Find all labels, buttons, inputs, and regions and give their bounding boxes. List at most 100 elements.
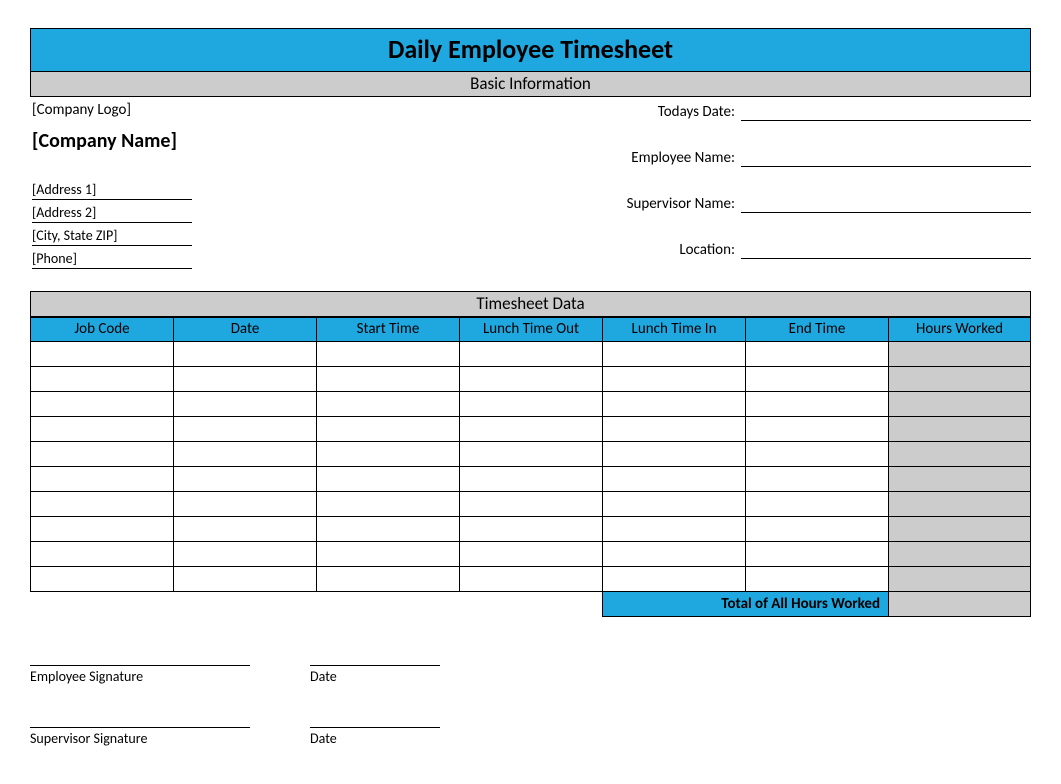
table-cell[interactable] bbox=[174, 467, 317, 492]
table-cell[interactable] bbox=[460, 517, 603, 542]
supervisor-signature-line[interactable]: Supervisor Signature bbox=[30, 727, 250, 747]
table-cell[interactable] bbox=[746, 367, 889, 392]
table-cell[interactable] bbox=[31, 367, 174, 392]
table-cell[interactable] bbox=[31, 392, 174, 417]
table-cell[interactable] bbox=[889, 492, 1031, 517]
table-cell[interactable] bbox=[889, 542, 1031, 567]
company-logo-placeholder: [Company Logo] bbox=[32, 101, 330, 119]
table-cell[interactable] bbox=[174, 367, 317, 392]
city-state-zip[interactable]: [City, State ZIP] bbox=[32, 227, 192, 246]
table-cell[interactable] bbox=[746, 442, 889, 467]
table-cell[interactable] bbox=[317, 542, 460, 567]
table-cell[interactable] bbox=[174, 492, 317, 517]
table-cell[interactable] bbox=[889, 342, 1031, 367]
supervisor-signature-date-line[interactable]: Date bbox=[310, 727, 440, 747]
todays-date-field[interactable] bbox=[741, 103, 1031, 121]
table-cell[interactable] bbox=[31, 417, 174, 442]
table-cell[interactable] bbox=[317, 417, 460, 442]
table-cell[interactable] bbox=[603, 467, 746, 492]
table-cell[interactable] bbox=[174, 442, 317, 467]
table-cell[interactable] bbox=[174, 392, 317, 417]
table-cell[interactable] bbox=[460, 342, 603, 367]
table-cell[interactable] bbox=[603, 367, 746, 392]
table-cell[interactable] bbox=[603, 342, 746, 367]
table-cell[interactable] bbox=[746, 392, 889, 417]
column-header: End Time bbox=[746, 318, 889, 342]
table-cell[interactable] bbox=[603, 442, 746, 467]
table-cell[interactable] bbox=[31, 517, 174, 542]
table-cell[interactable] bbox=[460, 442, 603, 467]
table-cell[interactable] bbox=[317, 367, 460, 392]
table-cell[interactable] bbox=[31, 542, 174, 567]
table-cell[interactable] bbox=[317, 467, 460, 492]
column-header: Lunch Time In bbox=[603, 318, 746, 342]
table-cell[interactable] bbox=[603, 392, 746, 417]
table-cell[interactable] bbox=[31, 492, 174, 517]
table-cell[interactable] bbox=[889, 417, 1031, 442]
table-cell[interactable] bbox=[174, 517, 317, 542]
table-cell[interactable] bbox=[603, 542, 746, 567]
table-cell[interactable] bbox=[317, 567, 460, 592]
table-cell[interactable] bbox=[889, 467, 1031, 492]
employee-signature-date-line[interactable]: Date bbox=[310, 665, 440, 685]
table-cell[interactable] bbox=[460, 392, 603, 417]
table-cell[interactable] bbox=[603, 567, 746, 592]
table-cell[interactable] bbox=[317, 342, 460, 367]
signature-area: Employee Signature Date Supervisor Signa… bbox=[30, 665, 1031, 747]
column-header: Start Time bbox=[317, 318, 460, 342]
table-cell[interactable] bbox=[460, 367, 603, 392]
table-cell[interactable] bbox=[317, 517, 460, 542]
timesheet-table: Job CodeDateStart TimeLunch Time OutLunc… bbox=[30, 317, 1031, 617]
table-cell[interactable] bbox=[889, 367, 1031, 392]
address-line-1[interactable]: [Address 1] bbox=[32, 181, 192, 200]
employee-info-column: Todays Date: Employee Name: Supervisor N… bbox=[330, 101, 1031, 273]
table-cell[interactable] bbox=[174, 567, 317, 592]
table-cell[interactable] bbox=[460, 467, 603, 492]
table-cell[interactable] bbox=[460, 417, 603, 442]
company-name-placeholder: [Company Name] bbox=[32, 129, 330, 153]
table-cell[interactable] bbox=[174, 417, 317, 442]
table-row bbox=[31, 442, 1031, 467]
address-line-2[interactable]: [Address 2] bbox=[32, 204, 192, 223]
supervisor-name-field[interactable] bbox=[741, 195, 1031, 213]
table-cell[interactable] bbox=[460, 492, 603, 517]
table-cell[interactable] bbox=[889, 392, 1031, 417]
table-cell[interactable] bbox=[460, 567, 603, 592]
column-header: Hours Worked bbox=[889, 318, 1031, 342]
table-cell[interactable] bbox=[889, 517, 1031, 542]
table-cell[interactable] bbox=[31, 342, 174, 367]
table-cell[interactable] bbox=[317, 492, 460, 517]
table-cell[interactable] bbox=[317, 442, 460, 467]
table-cell[interactable] bbox=[889, 442, 1031, 467]
table-cell[interactable] bbox=[603, 517, 746, 542]
table-cell[interactable] bbox=[746, 342, 889, 367]
location-field[interactable] bbox=[741, 241, 1031, 259]
total-row: Total of All Hours Worked bbox=[31, 592, 1031, 617]
table-cell[interactable] bbox=[174, 542, 317, 567]
timesheet-data-header: Timesheet Data bbox=[30, 291, 1031, 317]
table-cell[interactable] bbox=[174, 342, 317, 367]
table-cell[interactable] bbox=[746, 517, 889, 542]
table-cell[interactable] bbox=[889, 567, 1031, 592]
table-cell[interactable] bbox=[317, 392, 460, 417]
table-row bbox=[31, 392, 1031, 417]
employee-signature-line[interactable]: Employee Signature bbox=[30, 665, 250, 685]
phone[interactable]: [Phone] bbox=[32, 250, 192, 269]
table-row bbox=[31, 467, 1031, 492]
company-info-column: [Company Logo] [Company Name] [Address 1… bbox=[30, 101, 330, 273]
table-cell[interactable] bbox=[746, 492, 889, 517]
table-cell[interactable] bbox=[603, 417, 746, 442]
employee-name-field[interactable] bbox=[741, 149, 1031, 167]
total-row-spacer bbox=[31, 592, 603, 617]
table-cell[interactable] bbox=[31, 442, 174, 467]
table-cell[interactable] bbox=[31, 467, 174, 492]
table-cell[interactable] bbox=[746, 417, 889, 442]
total-value-cell[interactable] bbox=[889, 592, 1031, 617]
table-cell[interactable] bbox=[746, 567, 889, 592]
table-cell[interactable] bbox=[746, 467, 889, 492]
table-cell[interactable] bbox=[31, 567, 174, 592]
table-cell[interactable] bbox=[460, 542, 603, 567]
table-cell[interactable] bbox=[603, 492, 746, 517]
table-row bbox=[31, 517, 1031, 542]
table-cell[interactable] bbox=[746, 542, 889, 567]
